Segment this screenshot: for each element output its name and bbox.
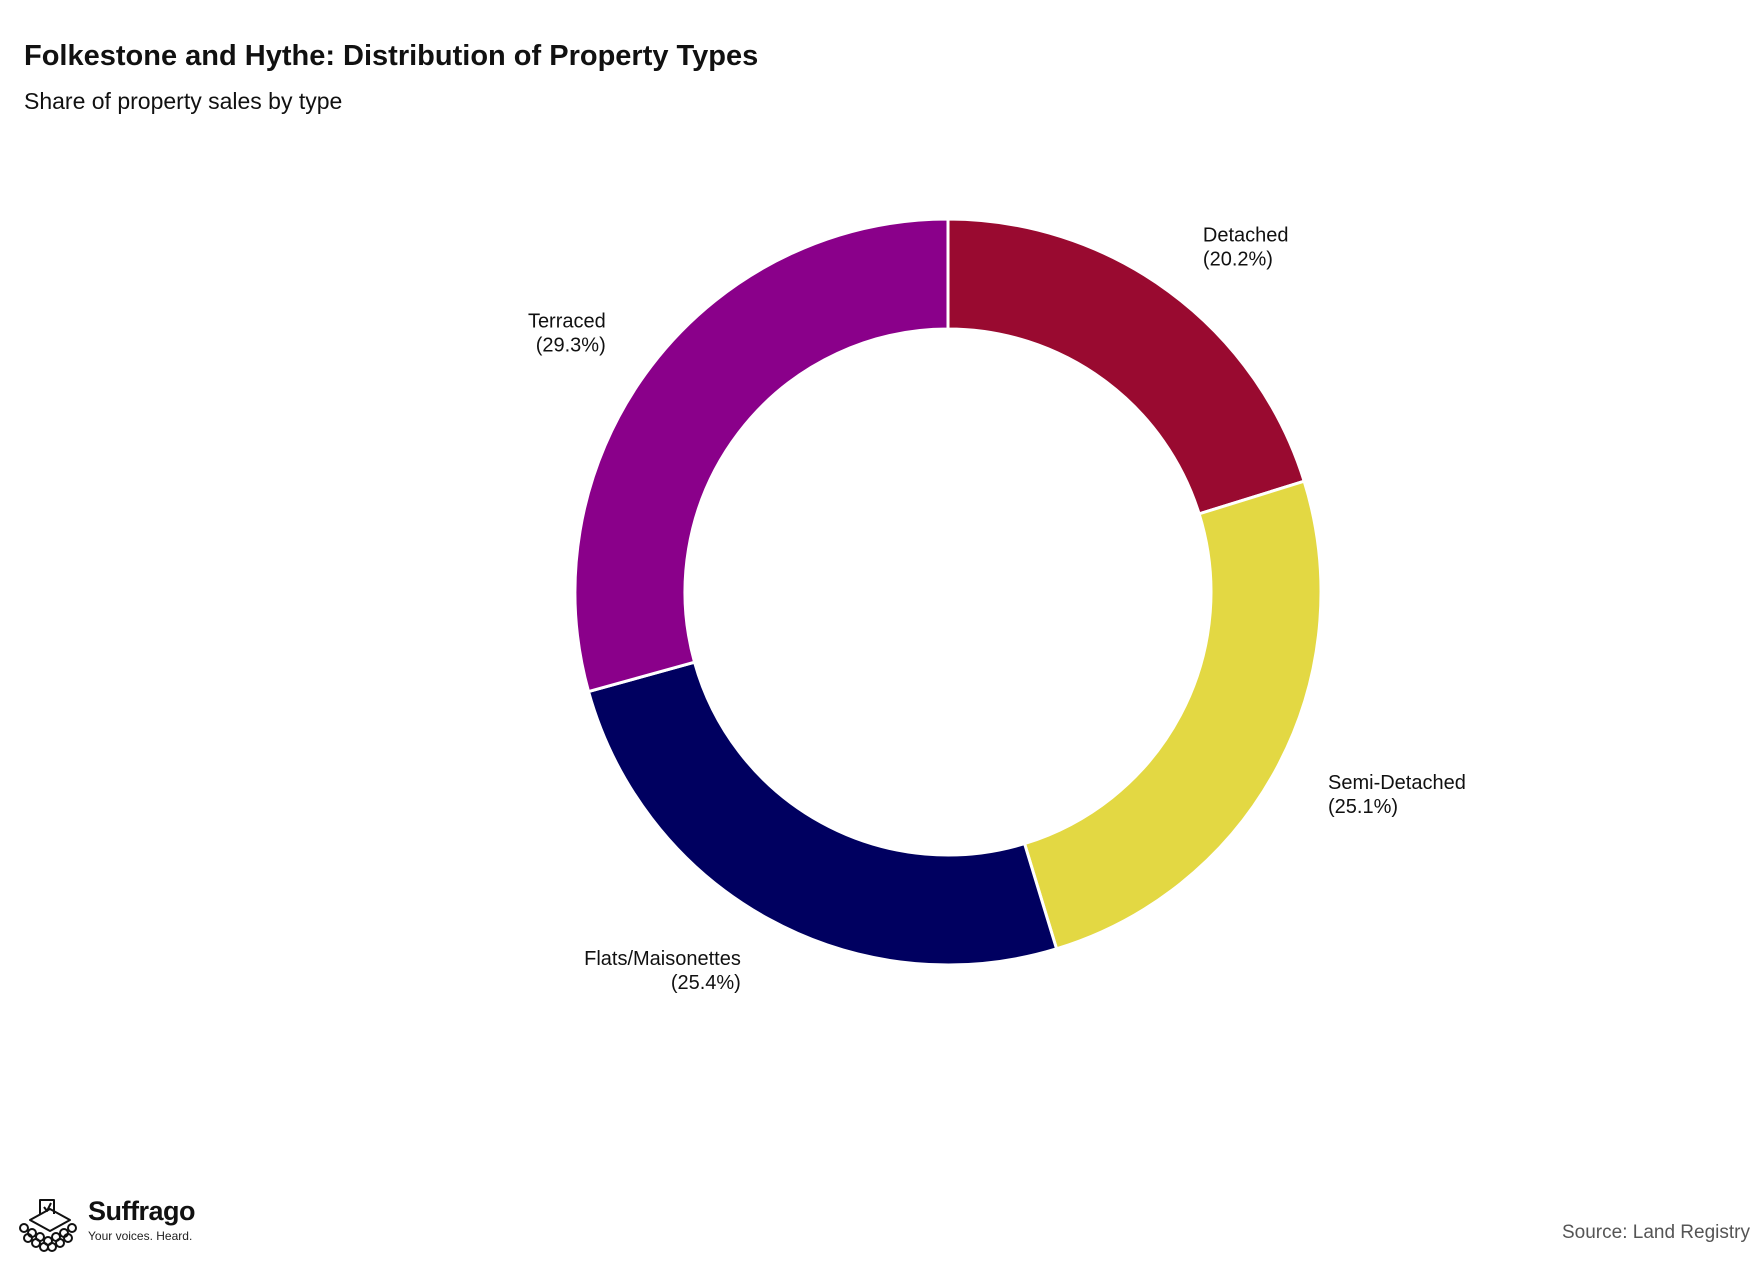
slice-category: Terraced — [528, 311, 606, 333]
slice-value: (29.3%) — [536, 335, 606, 357]
slice-category: Flats/Maisonettes — [584, 948, 741, 970]
slice-value: (20.2%) — [1203, 249, 1273, 271]
chart-title: Folkestone and Hythe: Distribution of Pr… — [24, 40, 759, 72]
donut-slice-detached — [946, 217, 1307, 516]
slice-category: Detached — [1203, 225, 1289, 247]
slice-label-flats-maisonettes: Flats/Maisonettes (25.4%) — [584, 948, 741, 994]
slice-category: Semi-Detached — [1328, 772, 1466, 794]
slice-label-terraced: Terraced (29.3%) — [528, 311, 606, 357]
chart-subtitle: Share of property sales by type — [24, 88, 343, 114]
slice-value: (25.4%) — [671, 972, 741, 994]
donut-slice-semi-detached — [1022, 479, 1323, 951]
brand: Suffrago Your voices. Heard. — [16, 1192, 196, 1252]
donut-slices — [573, 217, 1323, 967]
slice-label-detached: Detached (20.2%) — [1203, 225, 1289, 271]
donut-slice-flats-maisonettes — [586, 660, 1059, 967]
slice-label-semi-detached: Semi-Detached (25.1%) — [1328, 772, 1466, 818]
donut-slice-terraced — [573, 217, 950, 694]
ballot-box-with-crowd-icon — [19, 1199, 77, 1252]
slice-value: (25.1%) — [1328, 796, 1398, 818]
donut-labels: Detached (20.2%) Semi-Detached (25.1%) Flats… — [528, 225, 1466, 994]
source-note: Source: Land Registry — [1562, 1222, 1750, 1243]
brand-tagline: Your voices. Heard. — [88, 1229, 193, 1243]
brand-name: Suffrago — [88, 1196, 196, 1226]
